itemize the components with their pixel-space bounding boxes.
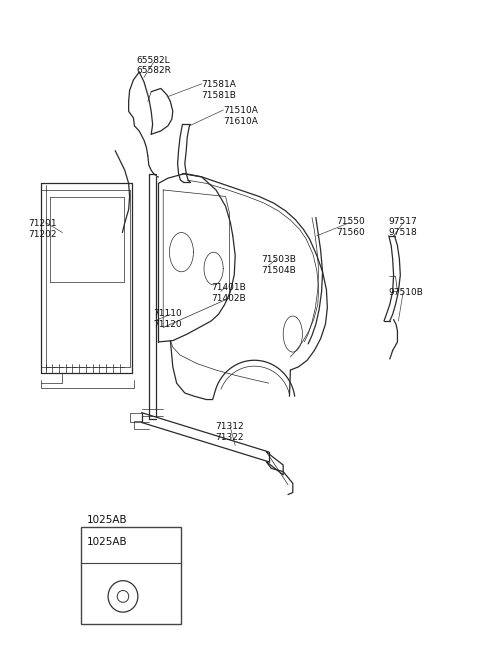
Text: 71550
71560: 71550 71560 xyxy=(336,217,365,237)
Text: 1025AB: 1025AB xyxy=(86,515,127,525)
Text: 71110
71120: 71110 71120 xyxy=(154,309,182,329)
Text: 71510A
71610A: 71510A 71610A xyxy=(223,106,258,126)
Text: 71201
71202: 71201 71202 xyxy=(28,219,57,239)
Text: 97517
97518: 97517 97518 xyxy=(389,217,418,237)
Text: 71581A
71581B: 71581A 71581B xyxy=(202,80,237,100)
Bar xyxy=(81,527,181,624)
Text: 71503B
71504B: 71503B 71504B xyxy=(262,255,297,275)
Text: 97510B: 97510B xyxy=(389,288,424,297)
Text: 65582L
65582R: 65582L 65582R xyxy=(137,56,172,75)
Text: 71401B
71402B: 71401B 71402B xyxy=(211,283,246,303)
Text: 71312
71322: 71312 71322 xyxy=(215,422,244,442)
Text: 1025AB: 1025AB xyxy=(86,537,127,547)
